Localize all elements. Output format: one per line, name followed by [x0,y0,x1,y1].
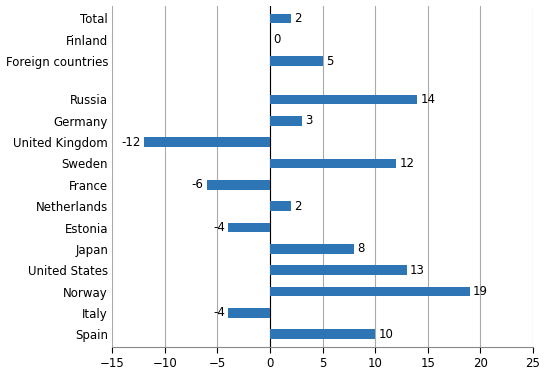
Text: -4: -4 [213,306,225,319]
Text: 2: 2 [294,200,302,213]
Bar [270,244,354,254]
Bar [270,265,407,275]
Bar [270,202,291,211]
Text: 5: 5 [326,55,333,68]
Bar [207,180,270,190]
Text: -6: -6 [192,178,204,191]
Text: 12: 12 [400,157,414,170]
Text: 8: 8 [357,243,365,255]
Bar [144,137,270,147]
Bar [270,287,470,296]
Text: 2: 2 [294,12,302,25]
Text: 3: 3 [305,114,312,127]
Bar [270,329,375,339]
Bar [270,14,291,23]
Bar [270,56,323,66]
Text: 13: 13 [410,264,425,277]
Text: -4: -4 [213,221,225,234]
Bar [270,159,396,168]
Text: -12: -12 [121,136,141,149]
Bar [270,116,301,126]
Bar [228,223,270,232]
Text: 19: 19 [473,285,488,298]
Text: 14: 14 [420,93,436,106]
Text: 10: 10 [378,328,393,341]
Bar [270,95,417,104]
Bar [228,308,270,318]
Text: 0: 0 [273,33,281,46]
